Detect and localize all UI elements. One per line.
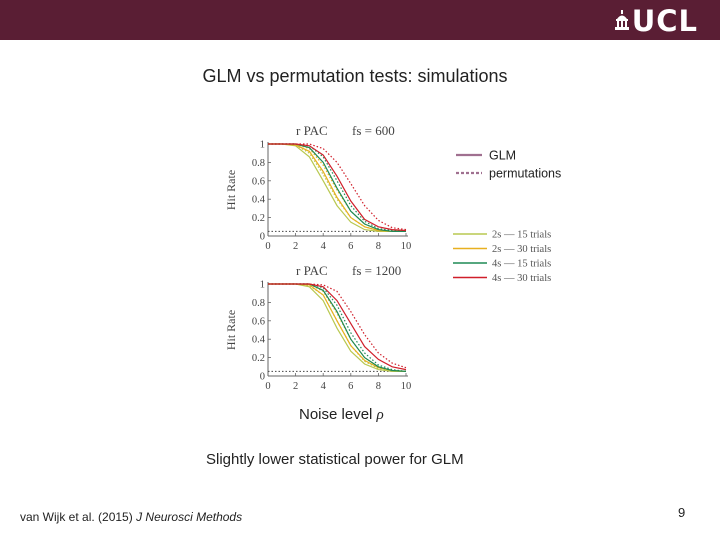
y-axis-label: Hit Rate xyxy=(224,310,238,350)
legend-condition-label: 4s — 30 trials xyxy=(492,273,551,284)
chart-legend: GLM permutations 2s — 15 trials 2s — 30 tri… xyxy=(453,149,561,284)
page-number: 9 xyxy=(678,505,686,520)
y-tick-label: 0.4 xyxy=(252,335,266,346)
y-tick-label: 0.2 xyxy=(252,353,265,364)
y-tick-label: 0.6 xyxy=(252,316,265,327)
x-tick-label: 6 xyxy=(348,241,353,252)
slide-subtitle: Slightly lower statistical power for GLM xyxy=(206,451,464,468)
legend-condition-label: 2s — 15 trials xyxy=(492,230,551,241)
panel-title-right: fs = 1200 xyxy=(352,263,401,278)
y-axis-label: Hit Rate xyxy=(224,170,238,210)
legend-method-label: GLM xyxy=(489,149,516,163)
legend-condition-label: 2s — 30 trials xyxy=(492,244,551,255)
panel-title-left: r PAC xyxy=(296,263,328,278)
portico-icon xyxy=(614,10,629,30)
y-tick-label: 0.4 xyxy=(252,195,266,206)
x-tick-label: 6 xyxy=(348,381,353,392)
slide-title: GLM vs permutation tests: simulations xyxy=(202,66,508,86)
x-tick-label: 4 xyxy=(321,241,327,252)
x-tick-label: 2 xyxy=(293,381,298,392)
x-tick-label: 4 xyxy=(321,381,327,392)
ucl-logo: UCL xyxy=(614,4,698,38)
legend-condition-label: 4s — 15 trials xyxy=(492,259,551,270)
series-line xyxy=(268,283,406,372)
y-tick-label: 0.8 xyxy=(252,158,265,169)
x-axis-label: Noise level ρ xyxy=(299,406,384,423)
y-tick-label: 0.2 xyxy=(252,213,265,224)
x-tick-label: 2 xyxy=(293,241,298,252)
series-line xyxy=(268,143,406,232)
series-line xyxy=(268,143,407,232)
series-line xyxy=(268,283,407,369)
panel-title-left: r PAC xyxy=(296,123,328,138)
logo-text: UCL xyxy=(631,4,698,38)
x-tick-label: 8 xyxy=(376,381,381,392)
x-tick-label: 0 xyxy=(265,241,270,252)
legend-method-label: permutations xyxy=(489,167,561,181)
y-tick-label: 0 xyxy=(260,232,265,243)
header-bar: UCL xyxy=(0,0,720,40)
series-line xyxy=(268,143,407,231)
y-tick-label: 0.8 xyxy=(252,298,265,309)
y-tick-label: 0 xyxy=(260,372,265,383)
y-tick-label: 1 xyxy=(260,140,265,151)
x-tick-label: 0 xyxy=(265,381,270,392)
citation: van Wijk et al. (2015) J Neurosci Method… xyxy=(20,510,243,524)
series-line xyxy=(268,283,407,372)
y-tick-label: 0.6 xyxy=(252,176,265,187)
series-line xyxy=(268,143,406,232)
y-tick-label: 1 xyxy=(260,280,265,291)
x-tick-label: 10 xyxy=(401,381,412,392)
x-tick-label: 8 xyxy=(376,241,381,252)
x-tick-label: 10 xyxy=(401,241,412,252)
panel-title-right: fs = 600 xyxy=(352,123,395,138)
series-line xyxy=(268,283,407,371)
